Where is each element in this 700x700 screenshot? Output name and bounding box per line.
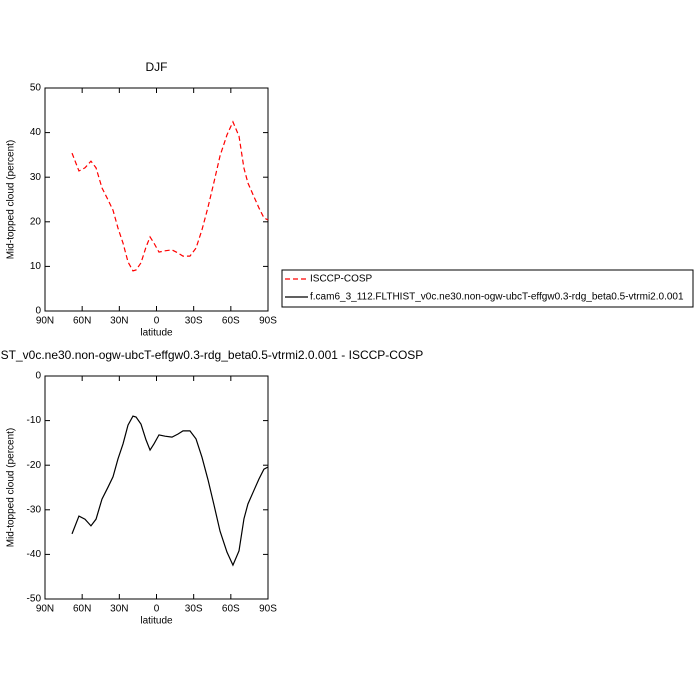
- y-tick-label: -40: [27, 549, 42, 560]
- y-axis-label: Mid-topped cloud (percent): [6, 140, 17, 260]
- x-axis-label: latitude: [140, 616, 173, 627]
- y-tick-label: 10: [30, 261, 42, 272]
- data-line: [71, 415, 269, 567]
- x-tick-label: 90N: [36, 316, 54, 327]
- y-tick-label: 20: [30, 216, 42, 227]
- data-line: [71, 120, 269, 272]
- chart-title: DJF: [146, 60, 168, 74]
- y-tick-label: 40: [30, 127, 42, 138]
- x-tick-label: 60N: [73, 604, 91, 615]
- y-axis-label: Mid-topped cloud (percent): [6, 428, 17, 548]
- x-tick-label: 60S: [222, 316, 240, 327]
- y-tick-label: -10: [27, 415, 42, 426]
- plot-frame: [44, 375, 269, 600]
- legend-box: [281, 269, 694, 308]
- y-tick-label: -50: [27, 594, 42, 605]
- x-tick-label: 0: [154, 316, 160, 327]
- x-tick-label: 90S: [259, 316, 277, 327]
- x-tick-label: 90S: [259, 604, 277, 615]
- x-tick-label: 90N: [36, 604, 54, 615]
- chart-title: f.cam6_3_112.FLTHIST_v0c.ne30.non-ogw-ub…: [0, 348, 423, 362]
- y-tick-label: -30: [27, 504, 42, 515]
- x-tick-label: 30N: [110, 316, 128, 327]
- x-tick-label: 60S: [222, 604, 240, 615]
- x-tick-label: 30S: [185, 316, 203, 327]
- x-tick-label: 30N: [110, 604, 128, 615]
- legend-label: f.cam6_3_112.FLTHIST_v0c.ne30.non-ogw-ub…: [310, 292, 684, 303]
- y-tick-label: -20: [27, 460, 42, 471]
- x-tick-label: 0: [154, 604, 160, 615]
- x-axis-label: latitude: [140, 328, 173, 339]
- y-tick-label: 30: [30, 172, 42, 183]
- y-tick-label: 0: [35, 371, 41, 382]
- y-tick-label: 50: [30, 83, 42, 94]
- legend-label: ISCCP-COSP: [310, 274, 373, 285]
- y-tick-label: 0: [35, 306, 41, 317]
- x-tick-label: 60N: [73, 316, 91, 327]
- plot-frame: [44, 87, 269, 312]
- x-tick-label: 30S: [185, 604, 203, 615]
